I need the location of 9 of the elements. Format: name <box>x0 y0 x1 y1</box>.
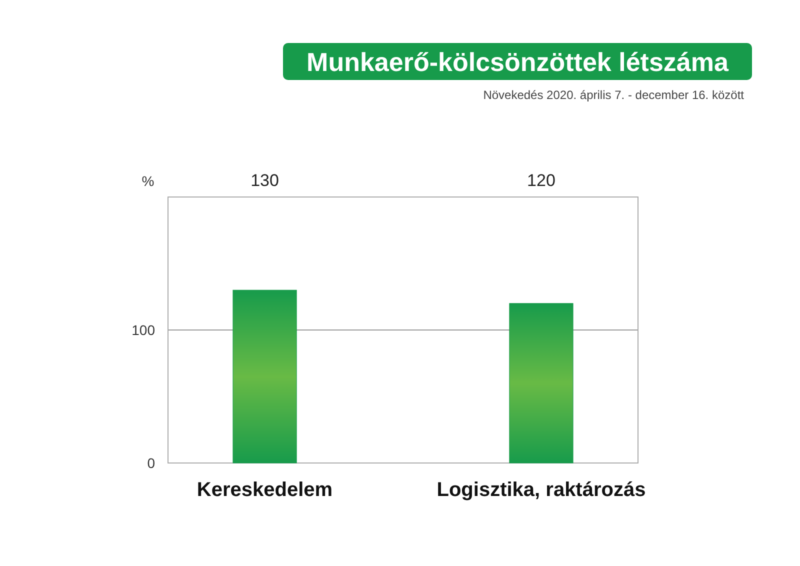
y-tick-label: 100 <box>132 322 156 338</box>
text: 120 <box>527 171 556 190</box>
y-tick-label: 0 <box>147 454 156 471</box>
chart-subtitle: Növekedés 2020. április 7. - december 16. között <box>483 88 745 102</box>
x-tick-label: Logisztika, raktározás <box>436 479 646 501</box>
text: 130 <box>250 171 279 190</box>
x-tick-label: Kereskedelem <box>196 479 333 501</box>
y-axis-title: % <box>142 173 154 189</box>
chart-title: Munkaerő-kölcsönzöttek létszáma <box>306 47 729 77</box>
